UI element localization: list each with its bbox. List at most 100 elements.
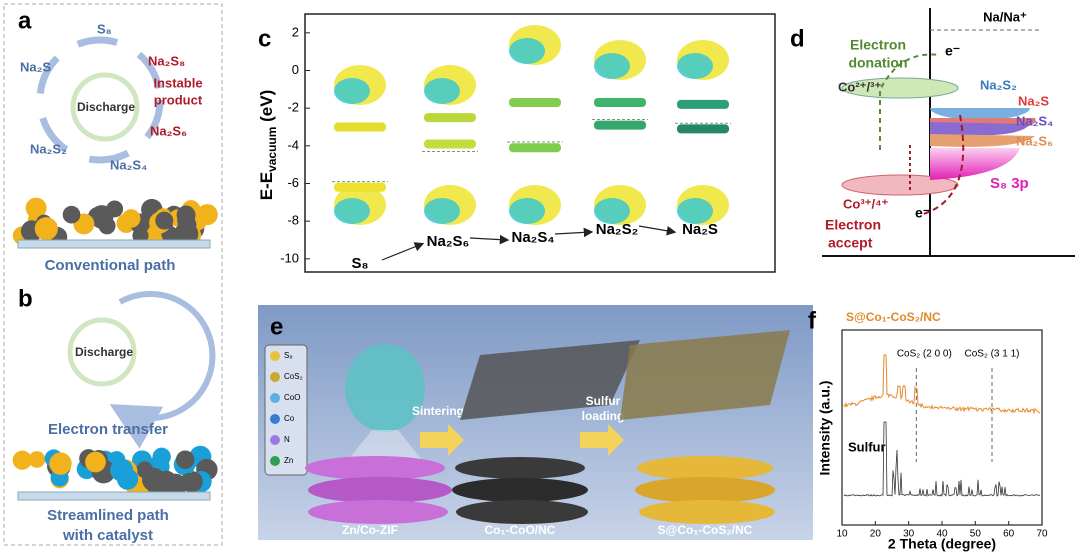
y-label-part: E-E	[257, 172, 276, 200]
caption: Conventional path	[45, 257, 176, 274]
arrow	[580, 424, 624, 456]
panel-label: b	[18, 285, 33, 312]
reference-trace	[843, 421, 1040, 497]
particle	[34, 217, 58, 241]
species-label: S₈	[97, 21, 112, 36]
particle	[110, 458, 134, 482]
panel-c: c E-Evacuum (eV) 2 0 -2 -4 -6 -8 -10 S₈ Na₂S₆ Na₂…	[257, 13, 776, 273]
x-tick-label: 70	[1036, 529, 1048, 540]
y-tick-label: 0	[292, 62, 299, 77]
panel-label: d	[790, 25, 805, 52]
current-collector	[17, 491, 211, 501]
center-label: Discharge	[77, 100, 135, 114]
legend-label: CoS₂	[284, 372, 303, 381]
x-tick-label: 20	[870, 529, 882, 540]
current-collector	[17, 239, 211, 249]
legend-icon	[270, 435, 280, 445]
x-tick-label: 40	[936, 529, 948, 540]
sheet	[639, 500, 775, 524]
band	[930, 108, 1030, 120]
arrow	[554, 227, 594, 238]
stage-label: Zn/Co-ZIF	[342, 523, 398, 537]
panel-a: a S₈ Na₂S₈ Instable product Na₂S₆ Na₂S₄ …	[12, 7, 218, 274]
label: S₈ 3p	[990, 175, 1029, 192]
orbital	[509, 198, 545, 224]
species-label: Na₂S₄	[110, 157, 147, 172]
y-axis-label: Intensity (a.u.)	[817, 381, 833, 476]
label: Na₂S₂	[980, 77, 1017, 92]
cycle-arrow	[109, 291, 216, 449]
sheet	[305, 456, 445, 480]
label: accept	[828, 235, 873, 251]
particle	[62, 205, 81, 224]
sheet	[635, 477, 775, 503]
label: Co²⁺/³⁺	[838, 79, 881, 94]
cycle-arrow	[36, 36, 164, 164]
label: e⁻	[945, 43, 960, 59]
energy-level	[424, 139, 476, 149]
panel-d: d Na/Na⁺ e⁻ Electron donation Co²⁺/³⁺ Na…	[790, 8, 1075, 257]
particle	[98, 217, 116, 235]
zif-particle	[345, 344, 425, 432]
x-axis-label: 2 Theta (degree)	[888, 536, 996, 552]
panel-ab-border	[3, 3, 223, 546]
panel-b: b Discharge Electron transfer Streamline…	[12, 285, 218, 544]
species-label: Na₂S₆	[150, 123, 187, 138]
band	[930, 122, 1030, 136]
panel-e: e S₈ CoS₂ CoO Co N Zn Zn/Co-ZIF Sintering Co₁…	[258, 305, 813, 540]
arrow	[638, 225, 677, 236]
graphene-sheet	[620, 330, 790, 420]
orbital	[677, 198, 713, 224]
particle	[28, 451, 46, 468]
band	[930, 134, 1035, 147]
legend-label: Co	[284, 414, 295, 423]
step-label: loading	[582, 409, 625, 423]
particle	[175, 450, 195, 469]
label: e⁻	[915, 205, 930, 221]
particle	[12, 450, 32, 470]
orbital	[509, 38, 545, 64]
label: donation	[848, 55, 907, 71]
particle	[196, 204, 218, 226]
energy-level	[334, 122, 386, 132]
particle	[177, 215, 197, 235]
particle	[25, 197, 47, 219]
orbital	[424, 198, 460, 224]
caption: with catalyst	[62, 527, 153, 544]
legend-label: S₈	[284, 351, 293, 360]
arrow	[381, 242, 425, 261]
x-tick-label: 10	[836, 529, 848, 540]
electrode	[12, 445, 218, 497]
legend-icon	[270, 372, 280, 382]
stage-label: S@Co₁-CoS₂/NC	[658, 523, 753, 537]
step-label: Sulfur	[586, 394, 621, 408]
caption: Electron transfer	[48, 421, 168, 438]
orbital	[334, 198, 370, 224]
particle	[49, 452, 72, 475]
legend-icon	[270, 414, 280, 424]
band	[841, 174, 959, 196]
legend-label: S@Co₁-CoS₂/NC	[846, 310, 941, 324]
y-tick-label: -6	[287, 175, 299, 190]
sheet	[308, 500, 448, 524]
arrow	[879, 53, 941, 150]
y-tick-label: -10	[280, 250, 299, 265]
species-label: Na₂S₂	[596, 221, 639, 238]
caption: Streamlined path	[47, 507, 169, 524]
sheet	[456, 500, 588, 524]
orbital	[424, 78, 460, 104]
legend-label: N	[284, 435, 290, 444]
y-tick-label: -2	[287, 100, 299, 115]
y-tick-label: -8	[287, 213, 299, 228]
center-label: Discharge	[75, 345, 133, 359]
energy-level	[424, 113, 476, 123]
annotation: product	[154, 92, 203, 107]
legend-label: Zn	[284, 456, 293, 465]
legend-icon	[270, 351, 280, 361]
legend-icon	[270, 456, 280, 466]
panel-f: f S@Co₁-CoS₂/NC Sulfur Intensity (a.u.) …	[808, 307, 1048, 551]
inner-cycle	[67, 317, 137, 387]
peak-label: CoS₂ (2 0 0)	[897, 349, 952, 360]
stage-label: Co₁-CoO/NC	[485, 523, 556, 537]
step-label: Sintering	[412, 404, 464, 418]
